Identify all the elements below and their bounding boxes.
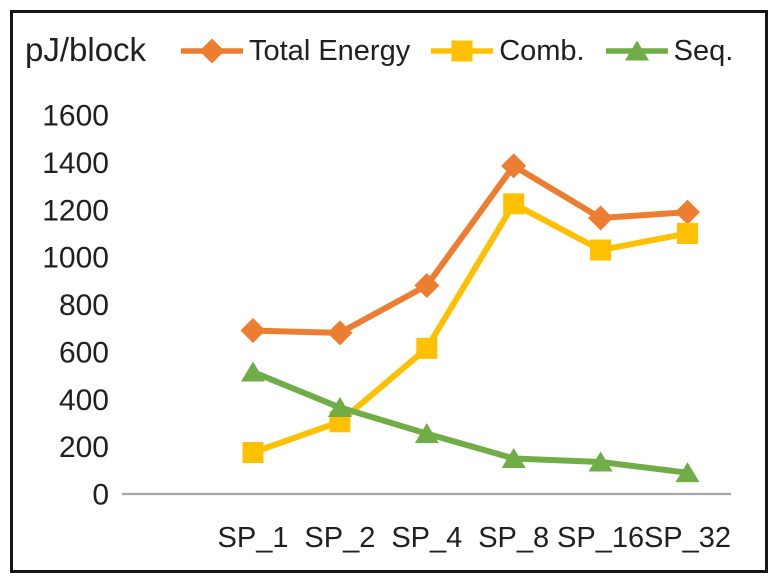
data-point — [677, 222, 698, 244]
legend-item-seq: Seq. — [605, 34, 734, 68]
data-point — [414, 423, 439, 444]
series-line — [250, 200, 691, 456]
legend-label: Seq. — [673, 34, 734, 67]
data-point — [327, 397, 352, 418]
legend-item-comb: Comb. — [431, 34, 585, 68]
x-tick-label: SP_4 — [391, 522, 462, 554]
data-point — [588, 451, 613, 472]
legend-label: Total Energy — [249, 34, 411, 67]
series-line — [250, 369, 691, 476]
x-tick-label: SP_2 — [304, 522, 375, 554]
data-point — [241, 361, 265, 382]
x-tick-label: SP_8 — [478, 522, 549, 554]
data-point — [503, 193, 525, 215]
x-tick-label: SP_16 — [557, 522, 644, 554]
plot-area: 0 200 400 600 800 1000 1200 1400 1600 SP_1 SP_2 SP_… — [42, 100, 731, 555]
legend-marker-diamond-icon — [181, 38, 243, 64]
data-point — [501, 153, 527, 179]
series-seq — [241, 361, 700, 483]
y-tick-label: 800 — [59, 289, 109, 322]
series-comb — [242, 193, 698, 464]
y-tick-label: 600 — [59, 336, 109, 369]
legend-item-total-energy: Total Energy — [181, 35, 410, 68]
data-point — [240, 318, 266, 344]
series-total-energy — [240, 153, 700, 346]
data-point — [242, 442, 264, 464]
y-axis-title: pJ/block — [25, 31, 147, 68]
data-point — [414, 273, 440, 299]
x-tick-label: SP_32 — [644, 522, 731, 554]
y-tick-label: 200 — [59, 431, 109, 464]
x-tick-label: SP_1 — [218, 522, 289, 554]
y-tick-label: 1200 — [42, 194, 109, 227]
y-tick-label: 400 — [59, 384, 109, 417]
data-point — [501, 447, 526, 468]
data-point — [199, 38, 225, 64]
legend-label: Comb. — [499, 34, 585, 67]
y-tick-label: 1600 — [42, 100, 109, 133]
y-tick-label: 0 — [92, 479, 109, 512]
y-tick-label: 1000 — [42, 242, 109, 275]
data-point — [675, 199, 700, 225]
chart-frame: pJ/block Total Energy Comb. Seq. 0 200 400 60… — [10, 10, 768, 573]
data-point — [451, 40, 473, 62]
y-tick-label: 1400 — [42, 147, 109, 180]
data-point — [590, 239, 612, 261]
legend: Total Energy Comb. Seq. — [181, 34, 733, 68]
series-line — [250, 162, 691, 336]
legend-marker-triangle-icon — [605, 40, 668, 61]
data-point — [624, 40, 649, 61]
data-point — [327, 320, 353, 346]
data-point — [416, 337, 438, 359]
legend-marker-square-icon — [431, 40, 494, 62]
data-point — [675, 462, 700, 483]
data-point — [588, 205, 614, 231]
